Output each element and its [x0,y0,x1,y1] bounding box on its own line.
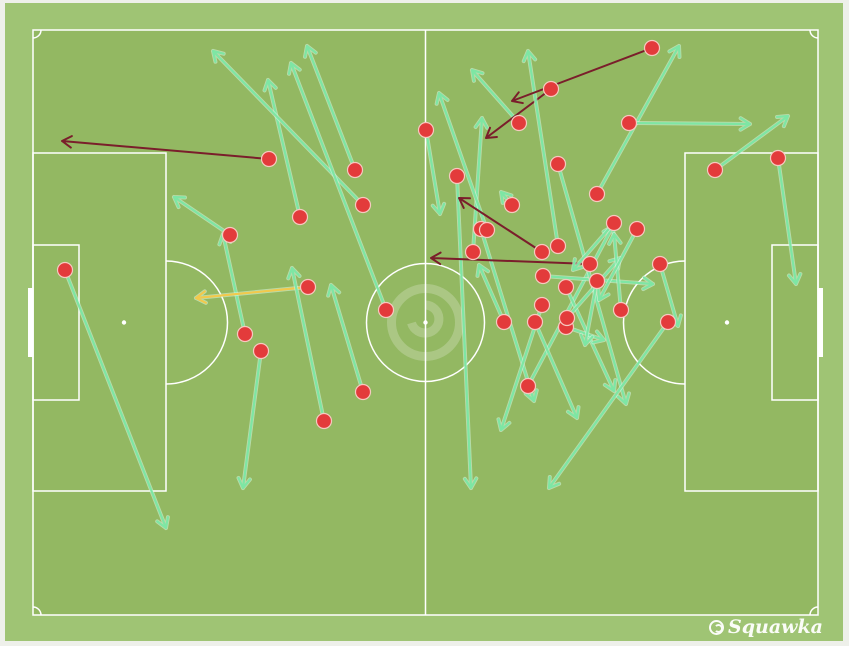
completed-pass-arrow [236,349,263,490]
pass-origin-dot [534,267,552,285]
left-penalty-spot [121,320,127,325]
completed-pass-arrow [172,195,232,237]
completed-pass-arrow [262,78,302,219]
completed-pass-arrow [713,114,790,172]
pass-origin-dot [542,80,560,98]
completed-pass-arrow [579,279,599,347]
completed-pass-arrow [286,266,326,423]
completed-pass-arrow [303,44,357,172]
pass-origin-dot [549,237,567,255]
pass-origin-dot [526,313,544,331]
pass-origin-dot [549,155,567,173]
assist-pass-arrow [194,285,310,305]
centre-spot [423,320,428,325]
completed-pass-arrow [547,320,670,490]
pass-origin-dot [495,313,513,331]
pass-origin-dot [417,121,435,139]
corner-arc-bottom-left [32,606,42,616]
failed-pass-arrow [511,47,653,105]
pass-origin-dot [620,114,638,132]
completed-pass-arrow [596,227,639,302]
completed-pass-arrow [424,128,447,216]
centre-circle [365,262,486,383]
pass-origin-dot [464,243,482,261]
pass-origin-dot [706,161,724,179]
pass-origin-dot [628,220,646,238]
pass-origin-dot [503,196,521,214]
completed-pass-arrow [287,61,388,312]
failed-pass-arrow [61,135,270,160]
pass-origin-dot [510,114,528,132]
pass-origin-dot [299,278,317,296]
left-penalty-arc [165,260,229,385]
failed-pass-arrow [430,251,591,266]
completed-pass-arrow [63,268,170,530]
completed-pass-arrow [595,44,682,196]
pass-map [56,39,803,530]
completed-pass-arrow [627,116,752,132]
completed-pass-arrow [533,320,581,420]
completed-pass-arrow [475,263,506,324]
squawka-centre-logo-icon [387,284,464,361]
squawka-logo-icon [709,619,725,635]
pass-origin-dot [291,208,309,226]
pass-origin-dot [260,150,278,168]
right-penalty-spot [724,320,730,325]
completed-pass-arrow [470,68,521,125]
pass-origins [56,39,787,430]
pass-origin-dot [56,261,74,279]
failed-pass-arrow [458,197,543,253]
pass-origin-dot [533,243,551,261]
pass-origin-dot [651,255,669,273]
pass-origin-dot [478,221,496,239]
pass-origin-dot [346,161,364,179]
pass-origin-dot [448,167,466,185]
pass-origin-dot [533,296,551,314]
pass-origin-dot [659,313,677,331]
pass-origin-dot [643,39,661,57]
pass-origin-dot [315,412,333,430]
corner-arc-top-right [809,29,819,39]
corner-arc-bottom-right [809,606,819,616]
squawka-watermark: Squawka [709,616,823,638]
pass-origin-dot [612,301,630,319]
pass-origin-dot [581,255,599,273]
pass-origin-dot [558,309,576,327]
pass-origin-dot [605,214,623,232]
completed-pass-arrow [326,283,365,394]
pass-origin-dot [769,149,787,167]
brand-name: Squawka [728,616,823,638]
completed-pass-arrow [434,91,489,232]
completed-pass-arrow [776,156,803,286]
completed-pass-arrow [211,49,365,207]
completed-pass-arrow [607,232,623,312]
pass-origin-dot [221,226,239,244]
pass-origin-dot [588,185,606,203]
pass-origin-dot [354,383,372,401]
pass-origin-dot [519,377,537,395]
left-goal [28,288,33,357]
pass-origin-dot [557,278,575,296]
corner-arc-top-left [32,29,42,39]
pass-origin-dot [354,196,372,214]
pass-origin-dot [236,325,254,343]
right-goal [818,288,823,357]
failed-pass-arrow [485,88,552,139]
pass-origin-dot [377,301,395,319]
pass-origin-dot [588,272,606,290]
completed-pass-arrow [571,221,616,272]
completed-pass-arrow [521,49,560,248]
pass-origin-dot [252,342,270,360]
completed-pass-arrow [455,174,479,490]
